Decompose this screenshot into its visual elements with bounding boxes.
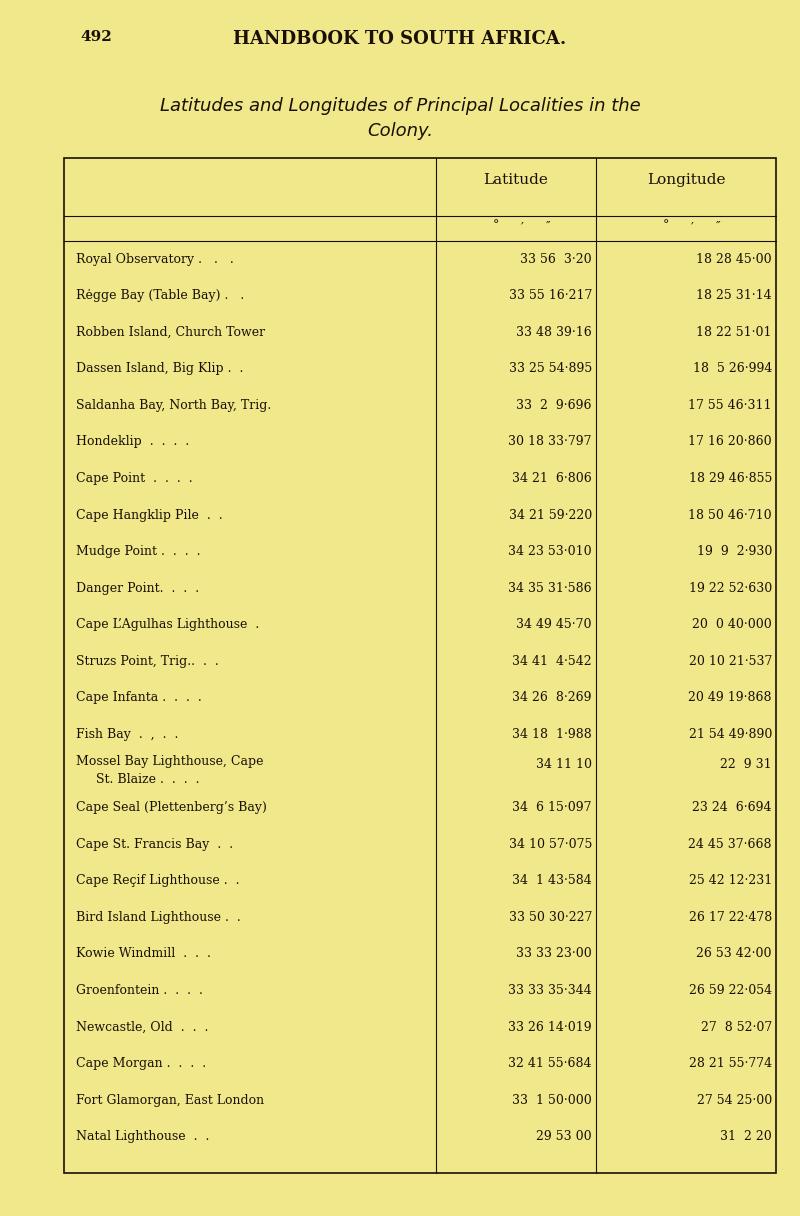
Text: 33  2  9·696: 33 2 9·696 <box>517 399 592 412</box>
Text: 23 24  6·694: 23 24 6·694 <box>693 801 772 815</box>
Text: ′: ′ <box>691 221 694 235</box>
Text: ′: ′ <box>521 221 524 235</box>
Text: 27  8 52·07: 27 8 52·07 <box>701 1020 772 1034</box>
Text: 34 23 53·010: 34 23 53·010 <box>508 545 592 558</box>
Text: 18 25 31·14: 18 25 31·14 <box>696 289 772 302</box>
Text: Cape Seal (Plettenberg’s Bay): Cape Seal (Plettenberg’s Bay) <box>76 801 267 815</box>
Text: Cape L’Agulhas Lighthouse  .: Cape L’Agulhas Lighthouse . <box>76 618 259 631</box>
Text: 18 50 46·710: 18 50 46·710 <box>688 508 772 522</box>
Text: Danger Point.  .  .  .: Danger Point. . . . <box>76 581 199 595</box>
Text: Cape Reçif Lighthouse .  .: Cape Reçif Lighthouse . . <box>76 874 239 888</box>
Text: Cape Morgan .  .  .  .: Cape Morgan . . . . <box>76 1057 206 1070</box>
Text: Mossel Bay Lighthouse, Cape: Mossel Bay Lighthouse, Cape <box>76 755 263 769</box>
Text: ″: ″ <box>716 221 720 235</box>
Text: Kowie Windmill  .  .  .: Kowie Windmill . . . <box>76 947 211 961</box>
Text: 33 33 23·00: 33 33 23·00 <box>516 947 592 961</box>
Text: Robben Island, Church Tower: Robben Island, Church Tower <box>76 326 265 339</box>
Text: Cape St. Francis Bay  .  .: Cape St. Francis Bay . . <box>76 838 233 851</box>
Text: 17 55 46·311: 17 55 46·311 <box>689 399 772 412</box>
Text: HANDBOOK TO SOUTH AFRICA.: HANDBOOK TO SOUTH AFRICA. <box>234 30 566 49</box>
Text: 31  2 20: 31 2 20 <box>720 1131 772 1143</box>
Text: Mudge Point .  .  .  .: Mudge Point . . . . <box>76 545 201 558</box>
Text: 33  1 50·000: 33 1 50·000 <box>512 1093 592 1107</box>
Text: 24 45 37·668: 24 45 37·668 <box>689 838 772 851</box>
Text: 33 56  3·20: 33 56 3·20 <box>520 253 592 265</box>
Text: Struzs Point, Trig..  .  .: Struzs Point, Trig.. . . <box>76 655 218 668</box>
Text: 28 21 55·774: 28 21 55·774 <box>689 1057 772 1070</box>
Text: 34 26  8·269: 34 26 8·269 <box>513 692 592 704</box>
Text: 21 54 49·890: 21 54 49·890 <box>689 728 772 741</box>
Text: 33 26 14·019: 33 26 14·019 <box>508 1020 592 1034</box>
Text: 19 22 52·630: 19 22 52·630 <box>689 581 772 595</box>
Text: Newcastle, Old  .  .  .: Newcastle, Old . . . <box>76 1020 208 1034</box>
Text: 17 16 20·860: 17 16 20·860 <box>688 435 772 449</box>
Text: 29 53 00: 29 53 00 <box>536 1131 592 1143</box>
Text: Bird Island Lighthouse .  .: Bird Island Lighthouse . . <box>76 911 241 924</box>
Text: 20 49 19·868: 20 49 19·868 <box>689 692 772 704</box>
Text: 18 22 51·01: 18 22 51·01 <box>697 326 772 339</box>
Text: Hondeklip  .  .  .  .: Hondeklip . . . . <box>76 435 190 449</box>
Text: Groenfontein .  .  .  .: Groenfontein . . . . <box>76 984 203 997</box>
Text: Cape Point  .  .  .  .: Cape Point . . . . <box>76 472 193 485</box>
Text: 26 17 22·478: 26 17 22·478 <box>689 911 772 924</box>
Text: 20 10 21·537: 20 10 21·537 <box>689 655 772 668</box>
Text: Saldanha Bay, North Bay, Trig.: Saldanha Bay, North Bay, Trig. <box>76 399 271 412</box>
Text: 34 10 57·075: 34 10 57·075 <box>509 838 592 851</box>
Text: 19  9  2·930: 19 9 2·930 <box>697 545 772 558</box>
Text: 33 33 35·344: 33 33 35·344 <box>508 984 592 997</box>
Text: 34 21 59·220: 34 21 59·220 <box>509 508 592 522</box>
Text: 26 59 22·054: 26 59 22·054 <box>689 984 772 997</box>
Text: Fort Glamorgan, East London: Fort Glamorgan, East London <box>76 1093 264 1107</box>
Text: 22  9 31: 22 9 31 <box>720 758 772 771</box>
Text: Latitudes and Longitudes of Principal Localities in the: Latitudes and Longitudes of Principal Lo… <box>160 97 640 116</box>
Text: 26 53 42·00: 26 53 42·00 <box>697 947 772 961</box>
Text: 33 55 16·217: 33 55 16·217 <box>509 289 592 302</box>
Text: 33 50 30·227: 33 50 30·227 <box>509 911 592 924</box>
Text: Longitude: Longitude <box>646 173 726 187</box>
Text: 34  1 43·584: 34 1 43·584 <box>512 874 592 888</box>
Text: 18  5 26·994: 18 5 26·994 <box>693 362 772 376</box>
Text: 32 41 55·684: 32 41 55·684 <box>509 1057 592 1070</box>
Text: Colony.: Colony. <box>367 122 433 140</box>
Text: 25 42 12·231: 25 42 12·231 <box>689 874 772 888</box>
Text: 492: 492 <box>80 30 112 45</box>
Text: 34 41  4·542: 34 41 4·542 <box>512 655 592 668</box>
Text: 33 25 54·895: 33 25 54·895 <box>509 362 592 376</box>
Text: Dassen Island, Big Klip .  .: Dassen Island, Big Klip . . <box>76 362 243 376</box>
Text: St. Blaize .  .  .  .: St. Blaize . . . . <box>88 773 199 786</box>
Text: 34 18  1·988: 34 18 1·988 <box>512 728 592 741</box>
Text: 30 18 33·797: 30 18 33·797 <box>509 435 592 449</box>
Text: ″: ″ <box>546 221 550 235</box>
Text: Cape Infanta .  .  .  .: Cape Infanta . . . . <box>76 692 202 704</box>
Text: 18 28 45·00: 18 28 45·00 <box>696 253 772 265</box>
Text: Natal Lighthouse  .  .: Natal Lighthouse . . <box>76 1131 210 1143</box>
Text: Cape Hangklip Pile  .  .: Cape Hangklip Pile . . <box>76 508 222 522</box>
Text: 27 54 25·00: 27 54 25·00 <box>697 1093 772 1107</box>
Text: °: ° <box>663 219 669 232</box>
Text: 18 29 46·855: 18 29 46·855 <box>689 472 772 485</box>
Text: 34  6 15·097: 34 6 15·097 <box>513 801 592 815</box>
Text: 34 11 10: 34 11 10 <box>536 758 592 771</box>
Text: Royal Observatory .   .   .: Royal Observatory . . . <box>76 253 234 265</box>
Text: Fish Bay  .  ,  .  .: Fish Bay . , . . <box>76 728 178 741</box>
Text: 34 35 31·586: 34 35 31·586 <box>508 581 592 595</box>
Text: 34 21  6·806: 34 21 6·806 <box>512 472 592 485</box>
Text: Rėgge Bay (Table Bay) .   .: Rėgge Bay (Table Bay) . . <box>76 289 244 302</box>
Text: Latitude: Latitude <box>483 173 549 187</box>
Text: 34 49 45·70: 34 49 45·70 <box>517 618 592 631</box>
Text: 33 48 39·16: 33 48 39·16 <box>516 326 592 339</box>
Text: 20  0 40·000: 20 0 40·000 <box>692 618 772 631</box>
Text: °: ° <box>493 219 499 232</box>
